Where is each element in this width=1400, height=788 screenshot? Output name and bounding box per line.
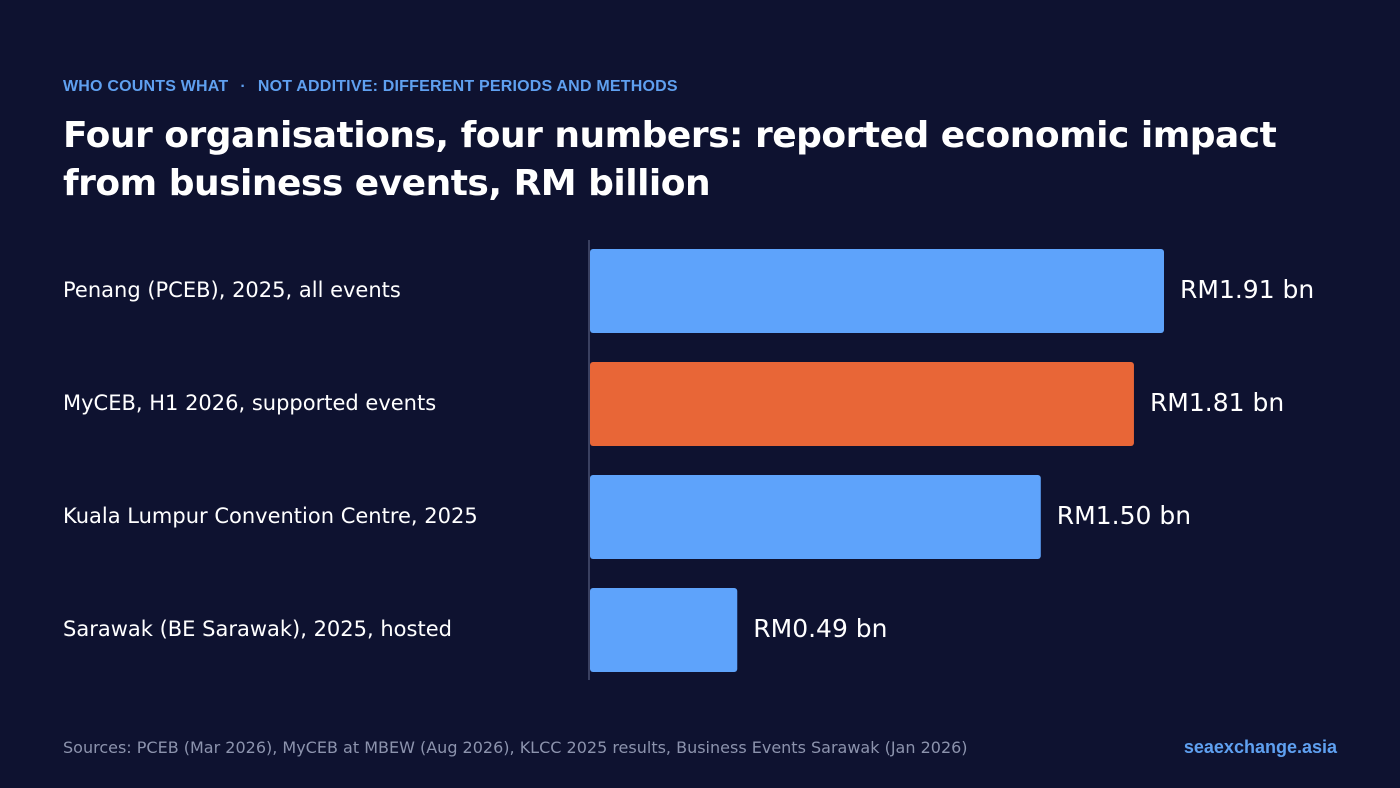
bar [590,475,1041,559]
brand-link[interactable]: seaexchange.asia [1183,737,1337,757]
bar [590,362,1134,446]
sources-note: Sources: PCEB (Mar 2026), MyCEB at MBEW … [63,738,968,757]
value-label: RM1.91 bn [1180,275,1314,304]
kicker: WHO COUNTS WHAT · NOT ADDITIVE: DIFFERENT … [63,78,678,96]
bar [590,249,1164,333]
value-label: RM1.50 bn [1057,501,1191,530]
kicker-separator: · [240,78,246,95]
kicker-right: NOT ADDITIVE: DIFFERENT PERIODS AND METH… [257,78,678,95]
chart-title: Four organisations, four numbers: report… [63,115,1277,204]
bar [590,588,738,672]
category-label: Kuala Lumpur Convention Centre, 2025 [63,504,478,528]
category-label: MyCEB, H1 2026, supported events [63,391,436,415]
kicker-left: WHO COUNTS WHAT [63,78,229,95]
value-label: RM1.81 bn [1150,388,1284,417]
value-label: RM0.49 bn [753,614,887,643]
category-label: Penang (PCEB), 2025, all events [63,278,401,302]
category-label: Sarawak (BE Sarawak), 2025, hosted [63,617,452,641]
